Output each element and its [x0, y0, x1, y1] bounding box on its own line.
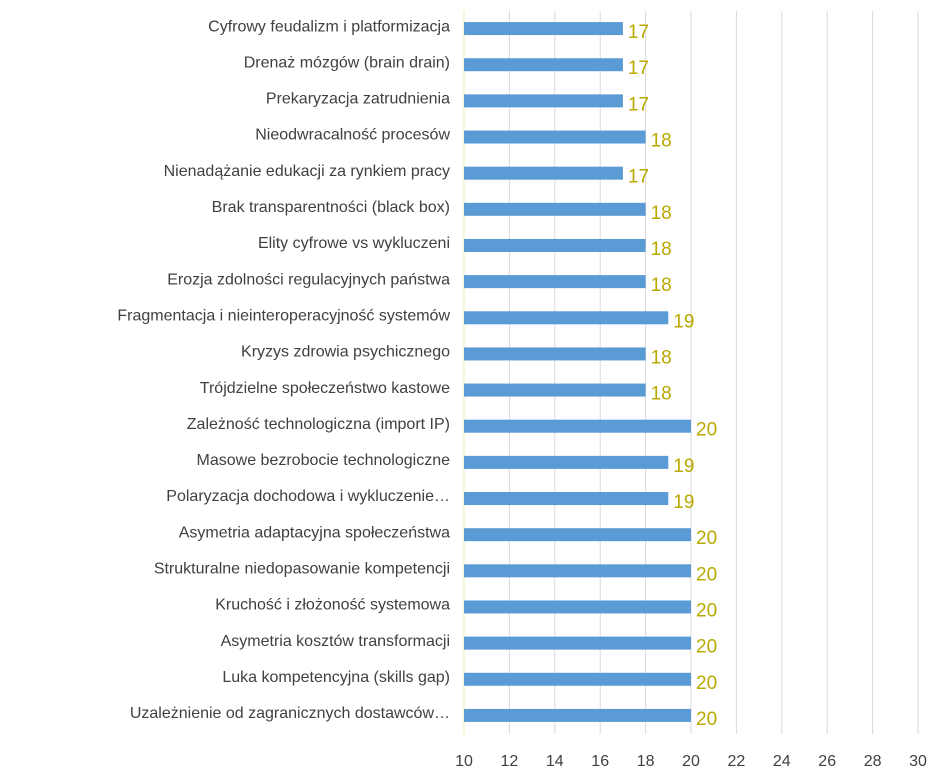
- bar: [464, 347, 646, 361]
- value-label: 20: [696, 600, 717, 621]
- bar: [464, 492, 669, 506]
- bar: [464, 672, 691, 686]
- y-tick-label: Strukturalne niedopasowanie kompetencji: [154, 561, 450, 578]
- bar: [464, 238, 646, 252]
- bar: [464, 202, 646, 216]
- value-label: 18: [651, 239, 672, 260]
- value-label: 17: [628, 58, 649, 79]
- bar: [464, 58, 623, 72]
- y-tick-label: Zależność technologiczna (import IP): [187, 416, 450, 433]
- x-tick-label: 30: [909, 753, 927, 770]
- y-tick-label: Nieodwracalność procesów: [255, 127, 450, 144]
- x-tick-label: 28: [864, 753, 882, 770]
- y-tick-label: Cyfrowy feudalizm i platformizacja: [208, 18, 450, 35]
- bar: [464, 130, 646, 144]
- value-label: 18: [651, 131, 672, 152]
- y-tick-label: Polaryzacja dochodowa i wykluczenie…: [166, 488, 450, 505]
- x-tick-label: 26: [818, 753, 836, 770]
- x-tick-label: 18: [637, 753, 655, 770]
- value-label: 20: [696, 420, 717, 441]
- x-tick-label: 14: [546, 753, 564, 770]
- x-tick-label: 12: [501, 753, 519, 770]
- bar: [464, 708, 691, 722]
- x-tick-label: 16: [591, 753, 609, 770]
- value-label: 18: [651, 275, 672, 296]
- x-tick-label: 24: [773, 753, 791, 770]
- y-tick-label: Brak transparentności (black box): [212, 199, 450, 216]
- bar: [464, 636, 691, 650]
- y-tick-label: Asymetria kosztów transformacji: [221, 633, 450, 650]
- y-tick-label: Elity cyfrowe vs wykluczeni: [258, 235, 450, 252]
- bar: [464, 455, 669, 469]
- bar: [464, 22, 623, 36]
- y-tick-label: Uzależnienie od zagranicznych dostawców…: [130, 705, 450, 722]
- y-tick-label: Luka kompetencyjna (skills gap): [222, 669, 450, 686]
- y-tick-label: Drenaż mózgów (brain drain): [244, 54, 450, 71]
- bar: [464, 275, 646, 289]
- bar: [464, 419, 691, 433]
- value-label: 17: [628, 167, 649, 188]
- x-tick-label: 22: [728, 753, 746, 770]
- value-label: 19: [673, 492, 694, 513]
- bar: [464, 311, 669, 325]
- value-label: 18: [651, 203, 672, 224]
- value-label: 19: [673, 311, 694, 332]
- value-label: 20: [696, 637, 717, 658]
- value-label: 20: [696, 673, 717, 694]
- bar: [464, 166, 623, 180]
- bar: [464, 600, 691, 614]
- bar: [464, 94, 623, 108]
- value-label: 20: [696, 709, 717, 730]
- value-label: 18: [651, 347, 672, 368]
- y-tick-label: Kryzys zdrowia psychicznego: [241, 344, 450, 361]
- x-tick-label: 10: [455, 753, 473, 770]
- y-tick-label: Asymetria adaptacyjna społeczeństwa: [179, 524, 450, 541]
- bar: [464, 528, 691, 542]
- value-label: 17: [628, 22, 649, 43]
- bar: [464, 564, 691, 578]
- y-tick-label: Kruchość i złożoność systemowa: [215, 597, 450, 614]
- value-label: 18: [651, 384, 672, 405]
- y-tick-label: Fragmentacja i nieinteroperacyjność syst…: [117, 307, 450, 324]
- value-label: 19: [673, 456, 694, 477]
- value-label: 17: [628, 94, 649, 115]
- value-label: 20: [696, 564, 717, 585]
- value-label: 20: [696, 528, 717, 549]
- x-tick-label: 20: [682, 753, 700, 770]
- y-tick-label: Nienadążanie edukacji za rynkiem pracy: [164, 163, 450, 180]
- y-tick-label: Erozja zdolności regulacyjnych państwa: [167, 271, 450, 288]
- bar: [464, 383, 646, 397]
- y-tick-label: Prekaryzacja zatrudnienia: [266, 91, 450, 108]
- y-tick-label: Trójdzielne społeczeństwo kastowe: [200, 380, 450, 397]
- y-tick-label: Masowe bezrobocie technologiczne: [197, 452, 451, 469]
